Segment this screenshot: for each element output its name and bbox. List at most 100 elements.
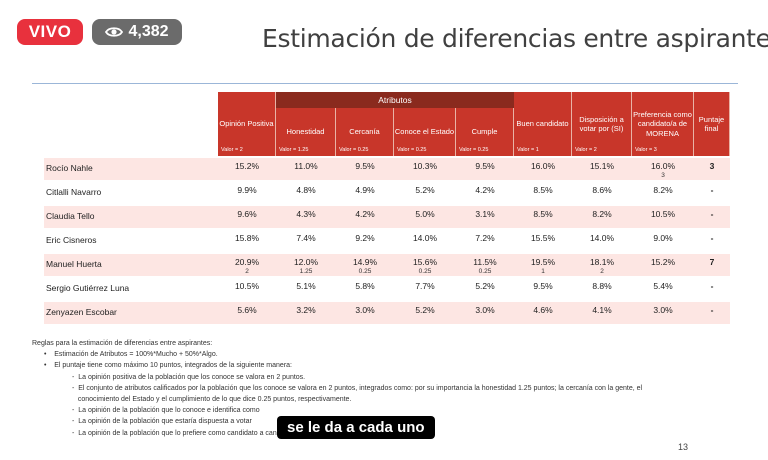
header-preferencia-morena: Preferencia como candidato/a de MORENA Va… [632, 92, 694, 156]
table-cell: 18.1% [589, 257, 615, 267]
table-cell: 3.0% [653, 305, 673, 315]
final-score: 3 [709, 161, 715, 171]
table-cell: 4.2% [355, 209, 375, 219]
notes-heading: Reglas para la estimación de diferencias… [32, 340, 213, 347]
viewer-count-badge: 4,382 [92, 19, 182, 45]
live-caption: se le da a cada uno [277, 416, 435, 439]
notes-item: - La opinión positiva de la población qu… [72, 373, 306, 381]
header-cumple: Cumple Valor = 0.25 [456, 108, 514, 156]
table-cell: 5.2% [415, 305, 435, 315]
cell-points: 2 [600, 268, 604, 275]
notes-item: - El conjunto de atributos calificados p… [72, 384, 643, 392]
table-cell: 4.3% [296, 209, 316, 219]
table-cell: 5.2% [475, 281, 495, 291]
table-cell: 7.7% [415, 281, 435, 291]
table-cell: 15.2% [234, 161, 260, 171]
cell-points: 1.25 [299, 268, 313, 275]
table-cell: 7.2% [475, 233, 495, 243]
live-label: VIVO [28, 22, 72, 41]
table-cell: 9.5% [533, 281, 553, 291]
notes-bullet-1: • Estimación de Atributos = 100%*Mucho +… [44, 351, 218, 359]
table-cell: 11.5% [473, 257, 497, 267]
table-cell: 14.0% [589, 233, 615, 243]
notes-bullet-2: • El puntaje tiene como máximo 10 puntos… [44, 362, 292, 370]
candidate-name: Rocío Nahle [46, 163, 93, 173]
table-cell: 14.0% [412, 233, 438, 243]
table-cell: 3.1% [475, 209, 495, 219]
candidate-name: Manuel Huerta [46, 259, 102, 269]
table-cell: 8.5% [533, 185, 553, 195]
table-cell: 3.2% [296, 305, 316, 315]
cell-points: 0.25 [478, 268, 492, 275]
title-divider [32, 83, 738, 84]
cell-points: 3 [661, 172, 665, 179]
table-row: Sergio Gutiérrez Luna 10.5% 5.1% 5.8% 7.7% 5.… [44, 278, 730, 300]
candidate-name: Eric Cisneros [46, 235, 97, 245]
table-row: Rocío Nahle 15.2% 11.0% 9.5% 10.3% 9.5% 16.0% 1… [44, 158, 730, 180]
table-cell: 15.8% [234, 233, 260, 243]
table-row: Zenyazen Escobar 5.6% 3.2% 3.0% 5.2% 3.0% 4.6%… [44, 302, 730, 324]
results-table: Opinión Positiva Valor = 2 Atributos Hone… [44, 92, 730, 324]
notes-item: - La opinión de la población que lo cono… [72, 407, 260, 415]
candidate-name: Sergio Gutiérrez Luna [46, 283, 130, 293]
table-cell: 15.2% [650, 257, 676, 267]
table-cell: 20.9% [234, 257, 260, 267]
table-cell: 8.2% [592, 209, 612, 219]
table-cell: 10.5% [234, 281, 260, 291]
final-score: - [710, 185, 714, 195]
table-cell: 11.0% [294, 161, 318, 171]
table-cell: 15.6% [412, 257, 438, 267]
table-cell: 8.6% [592, 185, 612, 195]
table-cell: 4.8% [296, 185, 316, 195]
slide-title: Estimación de diferencias entre aspirant… [262, 24, 768, 53]
table-cell: 5.2% [415, 185, 435, 195]
header-conoce-estado: Conoce el Estado Valor = 0.25 [394, 108, 456, 156]
table-cell: 4.1% [592, 305, 612, 315]
page-number: 13 [678, 442, 689, 452]
rules-notes: Reglas para la estimación de diferencias… [32, 338, 722, 439]
cell-points: 0.25 [418, 268, 432, 275]
table-cell: 8.8% [592, 281, 612, 291]
table-cell: 5.6% [237, 305, 257, 315]
header-disposicion-votar: Disposición a votar por (SI) Valor = 2 [572, 92, 632, 156]
candidate-name: Claudia Tello [46, 211, 95, 221]
table-cell: 3.0% [475, 305, 495, 315]
table-cell: 3.0% [355, 305, 375, 315]
header-opinion-positiva: Opinión Positiva Valor = 2 [218, 92, 276, 156]
table-cell: 16.0% [530, 161, 556, 171]
notes-item: conocimiento del Estado y el cumplimient… [77, 395, 352, 403]
notes-item: - La opinión de la población que lo pref… [72, 429, 411, 437]
table-cell: 5.4% [653, 281, 673, 291]
header-cercania: Cercanía Valor = 0.25 [336, 108, 394, 156]
cell-points: 2 [245, 268, 249, 275]
candidate-name: Zenyazen Escobar [46, 307, 117, 317]
final-score: - [710, 281, 714, 291]
table-cell: 5.8% [355, 281, 375, 291]
table-cell: 9.0% [653, 233, 673, 243]
final-score: - [710, 233, 714, 243]
candidate-name: Citlalli Navarro [46, 187, 102, 197]
table-cell: 4.6% [533, 305, 553, 315]
cell-points: 0.25 [358, 268, 372, 275]
table-cell: 4.2% [475, 185, 495, 195]
notes-item: - La opinión de la población que estaría… [72, 418, 252, 426]
header-honestidad: Honestidad Valor = 1.25 [276, 108, 336, 156]
table-cell: 9.2% [355, 233, 375, 243]
table-cell: 9.9% [237, 185, 257, 195]
table-cell: 9.5% [355, 161, 375, 171]
table-cell: 16.0% [650, 161, 676, 171]
eye-icon [105, 27, 124, 37]
table-cell: 10.5% [650, 209, 676, 219]
table-cell: 14.9% [352, 257, 378, 267]
table-cell: 15.5% [530, 233, 556, 243]
live-badge: VIVO [17, 19, 83, 45]
table-cell: 10.3% [412, 161, 438, 171]
table-cell: 9.5% [475, 161, 495, 171]
table-row: Eric Cisneros 15.8% 7.4% 9.2% 14.0% 7.2% 15.5%… [44, 230, 730, 252]
final-score: - [710, 209, 714, 219]
table-cell: 5.1% [296, 281, 316, 291]
header-puntaje-final: Puntaje final [694, 92, 730, 156]
viewer-count: 4,382 [128, 23, 169, 40]
table-row: Manuel Huerta 20.9% 2 12.0% 1.25 14.9% 0.25 15.… [44, 254, 730, 276]
table-cell: 4.9% [355, 185, 375, 195]
